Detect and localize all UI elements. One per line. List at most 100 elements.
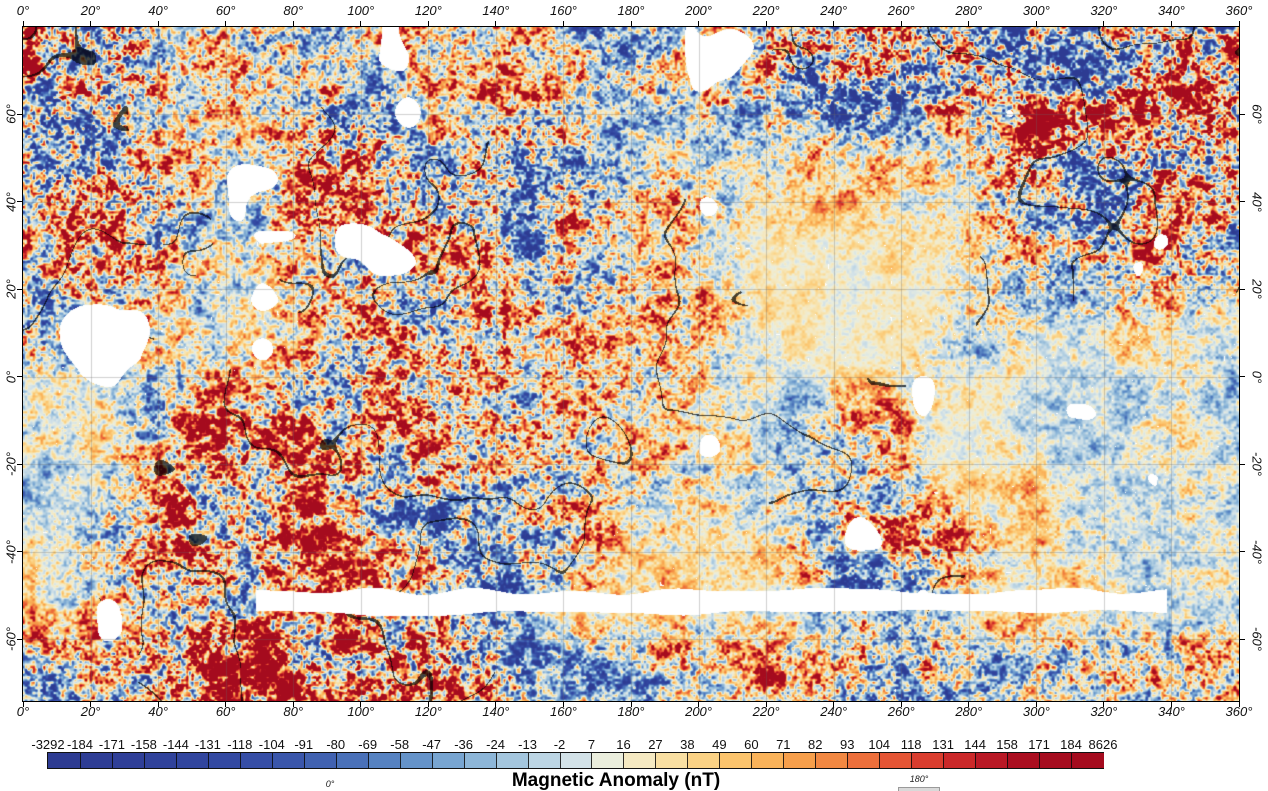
lat-label-right: 60° [1249, 104, 1265, 124]
lon-tick-top [833, 21, 835, 26]
lon-tick-bottom [22, 702, 24, 707]
colorbar-tick-label: 16 [616, 737, 631, 752]
colorbar-tick-label: 27 [648, 737, 663, 752]
colorbar-segment [655, 753, 688, 768]
lon-tick-bottom [225, 702, 227, 707]
lon-tick-top [968, 21, 970, 26]
colorbar-segment [463, 753, 497, 768]
colorbar-segment [527, 753, 561, 768]
lon-tick-bottom [698, 702, 700, 707]
lat-label-right: -40° [1249, 539, 1265, 564]
colorbar-segment [751, 753, 784, 768]
colorbar-tick-label: -13 [518, 737, 537, 752]
lon-tick-top [22, 21, 24, 26]
colorbar-tick-label: 8626 [1088, 737, 1118, 752]
lon-label-top: 100° [347, 3, 375, 18]
lat-tick-right [1240, 113, 1245, 115]
colorbar-tick-label: -80 [326, 737, 346, 752]
colorbar-segment [271, 753, 305, 768]
anomaly-map-raster [23, 27, 1239, 701]
lon-label-bottom: 180° [617, 704, 645, 719]
lon-label-top: 180° [617, 3, 645, 18]
lon-label-bottom: 260° [887, 704, 915, 719]
colorbar-title: Magnetic Anomaly (nT) [511, 770, 721, 791]
lon-tick-top [427, 21, 429, 26]
lon-tick-bottom [292, 702, 294, 707]
lon-label-bottom: 0° [16, 704, 30, 719]
lon-tick-top [1238, 21, 1240, 26]
lon-label-top: 200° [685, 3, 712, 18]
lon-label-bottom: 240° [820, 704, 848, 719]
colorbar-segment [783, 753, 816, 768]
colorbar-segment [48, 753, 81, 768]
lon-label-bottom: 140° [482, 704, 510, 719]
lat-tick-right [1240, 376, 1245, 377]
colorbar-tick-label: 49 [712, 737, 727, 752]
lat-label-right: 20° [1249, 279, 1265, 299]
lon-label-top: 220° [752, 3, 780, 18]
colorbar-segment [431, 753, 465, 768]
colorbar-segment [815, 753, 848, 768]
lat-tick-left [17, 551, 22, 552]
lat-tick-left [17, 113, 22, 115]
colorbar-tick-label: 71 [776, 737, 791, 752]
inset-map-top-sliver [898, 787, 940, 791]
lon-tick-top [1035, 21, 1037, 26]
lon-label-top: 140° [482, 3, 510, 18]
lat-tick-left [17, 288, 22, 290]
lat-tick-left [17, 463, 22, 465]
colorbar-tick-label: -2 [553, 737, 566, 752]
colorbar-tick-label: -118 [227, 737, 253, 752]
lon-label-bottom: 340° [1157, 704, 1185, 719]
lon-label-top: 280° [955, 3, 983, 18]
lon-tick-top [1103, 21, 1105, 26]
lon-label-bottom: 360° [1225, 704, 1253, 719]
colorbar-tick-label: -3292 [31, 737, 65, 752]
lon-label-top: 340° [1157, 3, 1185, 18]
lon-label-bottom: 200° [685, 704, 712, 719]
lon-tick-bottom [900, 702, 902, 707]
lon-label-top: 120° [414, 3, 442, 18]
colorbar-segment [399, 753, 433, 768]
colorbar-tick-label: -104 [258, 737, 285, 752]
colorbar-segment [495, 753, 529, 768]
lon-label-top: 300° [1022, 3, 1050, 18]
lon-tick-bottom [360, 702, 362, 707]
lon-tick-bottom [1238, 702, 1240, 707]
lat-label-right: 0° [1249, 370, 1265, 383]
colorbar-segment [1071, 753, 1104, 768]
colorbar-segment [879, 753, 912, 768]
lon-label-bottom: 220° [752, 704, 780, 719]
colorbar-tick-label: 184 [1060, 737, 1082, 752]
lon-label-bottom: 100° [347, 704, 375, 719]
colorbar-tick-label: -47 [422, 737, 442, 752]
lon-tick-top [292, 21, 294, 26]
lon-label-bottom: 280° [955, 704, 983, 719]
lon-label-bottom: 20° [80, 704, 101, 719]
colorbar-tick-label: 104 [868, 737, 891, 752]
colorbar-segment [943, 753, 976, 768]
colorbar-tick-label: -36 [454, 737, 473, 752]
lon-label-top: 160° [549, 3, 577, 18]
lon-tick-bottom [765, 702, 767, 707]
colorbar-tick-label: -144 [162, 737, 189, 752]
lat-tick-right [1240, 463, 1245, 465]
colorbar-segment [591, 753, 625, 768]
colorbar-tick-label: 131 [932, 737, 954, 752]
lon-label-top: 320° [1090, 3, 1118, 18]
colorbar-tick-label: 7 [587, 737, 596, 752]
colorbar-segment [1039, 753, 1072, 768]
lon-tick-bottom [562, 702, 564, 707]
lon-tick-top [90, 21, 92, 26]
lon-tick-top [562, 21, 564, 26]
colorbar-tick-label: -58 [390, 737, 410, 752]
colorbar-tick-label: -131 [194, 737, 221, 752]
lat-tick-right [1240, 551, 1245, 552]
lon-tick-top [225, 21, 227, 26]
lon-tick-bottom [427, 702, 429, 707]
lon-tick-bottom [90, 702, 92, 707]
colorbar-segment [687, 753, 720, 768]
colorbar-segment [175, 753, 209, 768]
lon-label-top: 260° [887, 3, 915, 18]
colorbar-tick-label: 82 [808, 737, 823, 752]
